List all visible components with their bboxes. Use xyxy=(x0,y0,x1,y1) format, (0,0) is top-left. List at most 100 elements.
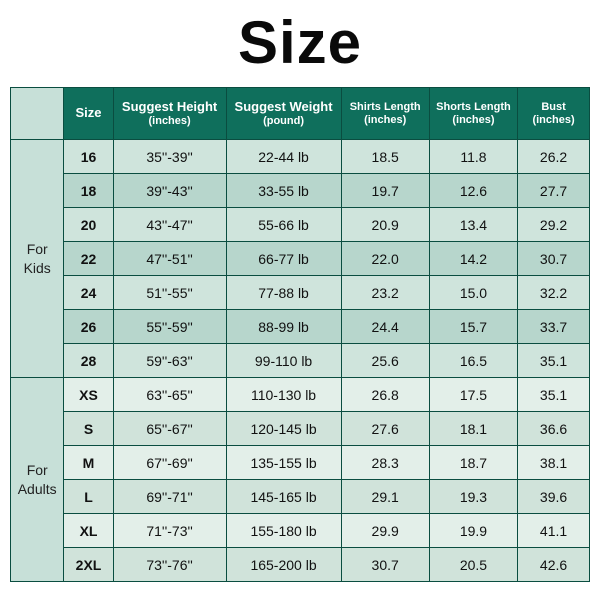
cell-weight: 135-155 lb xyxy=(226,446,341,480)
th-height-unit: (inches) xyxy=(116,115,224,128)
th-height-l1: Suggest Height xyxy=(122,99,217,114)
cell-bust: 39.6 xyxy=(518,480,590,514)
cell-bust: 35.1 xyxy=(518,378,590,412)
table-row: 2247''-51''66-77 lb22.014.230.7 xyxy=(11,242,590,276)
th-weight-unit: (pound) xyxy=(229,115,339,128)
cell-bust: 32.2 xyxy=(518,276,590,310)
group-label: ForAdults xyxy=(11,378,64,582)
cell-bust: 38.1 xyxy=(518,446,590,480)
cell-bust: 26.2 xyxy=(518,140,590,174)
table-row: M67''-69''135-155 lb28.318.738.1 xyxy=(11,446,590,480)
cell-shirts: 23.2 xyxy=(341,276,429,310)
cell-shirts: 27.6 xyxy=(341,412,429,446)
th-weight-l1: Suggest Weight xyxy=(235,99,333,114)
cell-weight: 99-110 lb xyxy=(226,344,341,378)
cell-weight: 120-145 lb xyxy=(226,412,341,446)
th-shorts-l1: Shorts Length xyxy=(436,101,511,113)
cell-shorts: 18.1 xyxy=(429,412,517,446)
cell-shirts: 18.5 xyxy=(341,140,429,174)
cell-height: 73''-76'' xyxy=(113,548,226,582)
th-shirts-l1: Shirts Length xyxy=(350,101,421,113)
cell-height: 69''-71'' xyxy=(113,480,226,514)
cell-shirts: 25.6 xyxy=(341,344,429,378)
th-bust: Bust(inches) xyxy=(518,88,590,140)
cell-shirts: 24.4 xyxy=(341,310,429,344)
cell-shorts: 15.7 xyxy=(429,310,517,344)
th-height: Suggest Height(inches) xyxy=(113,88,226,140)
table-body: ForKids1635''-39''22-44 lb18.511.826.218… xyxy=(11,140,590,582)
cell-size: 16 xyxy=(64,140,113,174)
cell-bust: 35.1 xyxy=(518,344,590,378)
cell-height: 39''-43'' xyxy=(113,174,226,208)
cell-weight: 33-55 lb xyxy=(226,174,341,208)
cell-size: XL xyxy=(64,514,113,548)
table-row: L69''-71''145-165 lb29.119.339.6 xyxy=(11,480,590,514)
cell-size: 20 xyxy=(64,208,113,242)
cell-height: 43''-47'' xyxy=(113,208,226,242)
table-row: ForKids1635''-39''22-44 lb18.511.826.2 xyxy=(11,140,590,174)
size-table: Size Suggest Height(inches) Suggest Weig… xyxy=(10,87,590,582)
cell-size: XS xyxy=(64,378,113,412)
table-header: Size Suggest Height(inches) Suggest Weig… xyxy=(11,88,590,140)
cell-size: 2XL xyxy=(64,548,113,582)
cell-shorts: 14.2 xyxy=(429,242,517,276)
th-shirts-unit: (inches) xyxy=(344,114,427,127)
cell-height: 59''-63'' xyxy=(113,344,226,378)
th-bust-unit: (inches) xyxy=(520,114,587,127)
cell-weight: 110-130 lb xyxy=(226,378,341,412)
cell-height: 47''-51'' xyxy=(113,242,226,276)
cell-height: 65''-67'' xyxy=(113,412,226,446)
cell-bust: 30.7 xyxy=(518,242,590,276)
th-blank xyxy=(11,88,64,140)
chart-title: Size xyxy=(10,8,590,77)
cell-bust: 36.6 xyxy=(518,412,590,446)
cell-bust: 41.1 xyxy=(518,514,590,548)
cell-height: 35''-39'' xyxy=(113,140,226,174)
cell-weight: 22-44 lb xyxy=(226,140,341,174)
table-row: S65''-67''120-145 lb27.618.136.6 xyxy=(11,412,590,446)
cell-size: S xyxy=(64,412,113,446)
table-row: 2655''-59''88-99 lb24.415.733.7 xyxy=(11,310,590,344)
table-row: 2859''-63''99-110 lb25.616.535.1 xyxy=(11,344,590,378)
cell-shirts: 29.9 xyxy=(341,514,429,548)
cell-size: 18 xyxy=(64,174,113,208)
cell-weight: 155-180 lb xyxy=(226,514,341,548)
cell-shorts: 15.0 xyxy=(429,276,517,310)
cell-size: M xyxy=(64,446,113,480)
cell-shirts: 28.3 xyxy=(341,446,429,480)
table-row: 2043''-47''55-66 lb20.913.429.2 xyxy=(11,208,590,242)
cell-weight: 165-200 lb xyxy=(226,548,341,582)
cell-shirts: 22.0 xyxy=(341,242,429,276)
cell-weight: 66-77 lb xyxy=(226,242,341,276)
cell-shorts: 19.3 xyxy=(429,480,517,514)
cell-shorts: 18.7 xyxy=(429,446,517,480)
cell-weight: 77-88 lb xyxy=(226,276,341,310)
cell-bust: 33.7 xyxy=(518,310,590,344)
cell-shirts: 20.9 xyxy=(341,208,429,242)
cell-size: 24 xyxy=(64,276,113,310)
cell-height: 63''-65'' xyxy=(113,378,226,412)
cell-shorts: 19.9 xyxy=(429,514,517,548)
th-weight: Suggest Weight(pound) xyxy=(226,88,341,140)
cell-shorts: 12.6 xyxy=(429,174,517,208)
cell-height: 51''-55'' xyxy=(113,276,226,310)
cell-height: 67''-69'' xyxy=(113,446,226,480)
cell-size: 28 xyxy=(64,344,113,378)
cell-size: 22 xyxy=(64,242,113,276)
table-row: XL71''-73''155-180 lb29.919.941.1 xyxy=(11,514,590,548)
cell-shorts: 17.5 xyxy=(429,378,517,412)
cell-weight: 88-99 lb xyxy=(226,310,341,344)
cell-shorts: 11.8 xyxy=(429,140,517,174)
cell-weight: 145-165 lb xyxy=(226,480,341,514)
cell-shorts: 13.4 xyxy=(429,208,517,242)
group-label: ForKids xyxy=(11,140,64,378)
cell-shirts: 30.7 xyxy=(341,548,429,582)
cell-height: 55''-59'' xyxy=(113,310,226,344)
cell-height: 71''-73'' xyxy=(113,514,226,548)
cell-bust: 27.7 xyxy=(518,174,590,208)
table-row: 2451''-55''77-88 lb23.215.032.2 xyxy=(11,276,590,310)
cell-shirts: 29.1 xyxy=(341,480,429,514)
th-shorts-unit: (inches) xyxy=(432,114,515,127)
th-shorts: Shorts Length(inches) xyxy=(429,88,517,140)
cell-size: 26 xyxy=(64,310,113,344)
